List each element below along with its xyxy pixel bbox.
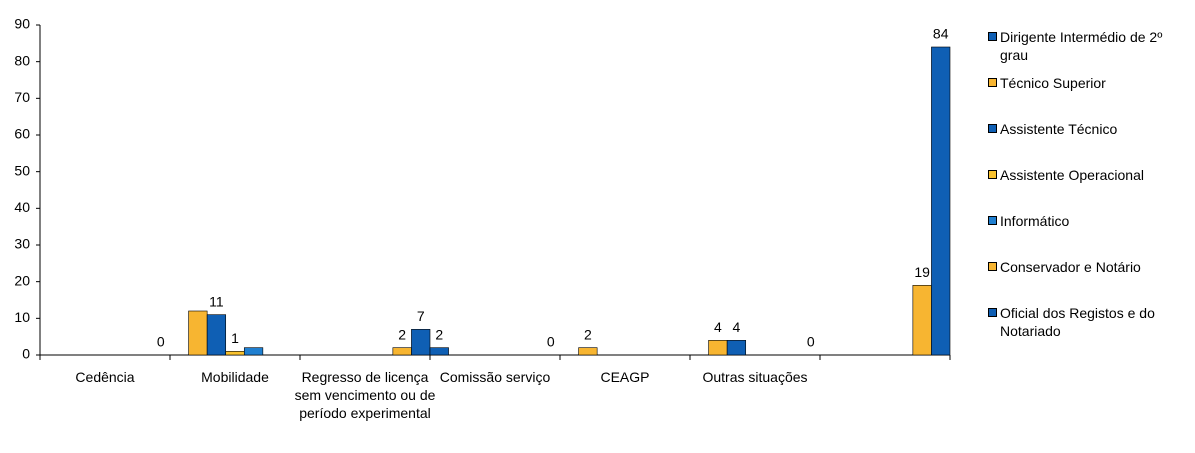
bar	[225, 351, 245, 356]
legend-swatch	[988, 262, 997, 271]
y-tick-label: 40	[14, 199, 30, 215]
legend-label: Informático	[1000, 213, 1070, 229]
y-tick-label: 30	[14, 236, 30, 252]
bar	[188, 310, 208, 356]
data-label: 0	[807, 334, 815, 350]
x-tick-label: CEAGP	[600, 369, 650, 385]
legend-item: Assistente Operacional	[988, 166, 1193, 184]
legend-label: Oficial dos Registos e do Notariado	[1000, 305, 1155, 339]
legend-swatch	[988, 78, 997, 87]
legend-item: Oficial dos Registos e do Notariado	[988, 304, 1193, 340]
data-label: 4	[733, 319, 741, 335]
legend-swatch	[988, 32, 997, 41]
legend-label: Assistente Operacional	[1000, 167, 1144, 183]
bar	[429, 347, 449, 356]
bar	[931, 46, 951, 356]
data-label: 0	[157, 334, 165, 350]
legend-item: Conservador e Notário	[988, 258, 1193, 276]
y-tick-label: 90	[14, 16, 30, 32]
legend-item: Técnico Superior	[988, 74, 1193, 92]
legend-item: Assistente Técnico	[988, 120, 1193, 138]
bar	[912, 285, 932, 356]
legend-swatch	[988, 308, 997, 317]
y-tick-label: 80	[14, 52, 30, 68]
legend-swatch	[988, 216, 997, 225]
data-label: 2	[398, 326, 406, 342]
data-label: 4	[714, 319, 722, 335]
bar	[243, 347, 264, 356]
bar	[726, 340, 747, 356]
legend-label: Conservador e Notário	[1000, 259, 1141, 275]
y-tick-label: 0	[22, 346, 30, 362]
y-tick-label: 60	[14, 126, 30, 142]
y-tick-label: 70	[14, 89, 30, 105]
data-label: 11	[209, 293, 224, 309]
legend-label: Técnico Superior	[1000, 75, 1106, 91]
y-tick-label: 50	[14, 162, 30, 178]
x-tick-label: Comissão serviço	[439, 369, 551, 385]
legend-swatch	[988, 124, 997, 133]
bar	[206, 314, 227, 356]
legend-swatch	[988, 170, 997, 179]
bar	[392, 347, 412, 356]
y-tick-label: 20	[14, 272, 30, 288]
legend-item: Dirigente Intermédio de 2º grau	[988, 28, 1193, 64]
bar	[578, 347, 598, 356]
data-label: 2	[584, 326, 592, 342]
data-label: 84	[933, 26, 949, 42]
data-label: 0	[547, 334, 555, 350]
x-tick-label: Outras situações	[702, 369, 808, 385]
x-tick-label: Regresso de licença sem vencimento ou de…	[294, 369, 436, 421]
x-tick-label: Mobilidade	[201, 369, 269, 385]
data-label: 7	[417, 308, 425, 324]
data-label: 2	[435, 326, 443, 342]
data-label: 19	[914, 264, 930, 280]
legend-label: Dirigente Intermédio de 2º grau	[1000, 29, 1163, 63]
legend-item: Informático	[988, 212, 1193, 230]
x-tick-label: Cedência	[75, 369, 135, 385]
bar	[411, 329, 431, 356]
data-label: 1	[231, 330, 239, 346]
bar	[708, 340, 728, 356]
y-tick-label: 10	[14, 309, 30, 325]
legend-label: Assistente Técnico	[1000, 121, 1118, 137]
